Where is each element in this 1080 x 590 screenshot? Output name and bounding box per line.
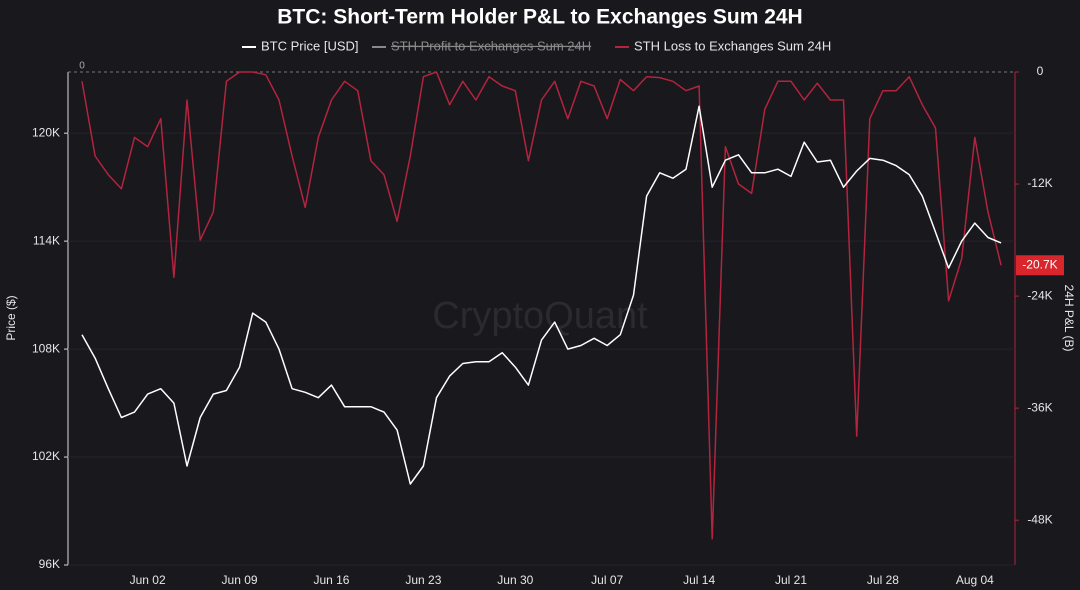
y-tick-label: 114K [33, 233, 60, 247]
x-tick-label: Jun 16 [313, 573, 349, 587]
x-tick-label: Jun 09 [222, 573, 258, 587]
series-line [81, 71, 1002, 540]
x-tick-label: Aug 04 [956, 573, 994, 587]
x-tick-label: Jul 28 [867, 573, 899, 587]
y2-tick-label: -36K [1027, 400, 1052, 414]
x-tick-label: Jun 23 [405, 573, 441, 587]
zero-label: 0 [79, 61, 85, 72]
chart-title: BTC: Short-Term Holder P&L to Exchanges … [277, 6, 802, 29]
watermark: CryptoQuant [432, 295, 648, 337]
y-tick-label: 120K [32, 125, 60, 139]
y-tick-label: 96K [39, 557, 60, 571]
y2-tick-label: -12K [1027, 176, 1052, 190]
x-tick-label: Jun 30 [497, 573, 533, 587]
y-axis-label: Price ($) [4, 295, 18, 340]
legend-label[interactable]: STH Loss to Exchanges Sum 24H [634, 38, 831, 53]
legend-label[interactable]: STH Profit to Exchanges Sum 24H [391, 38, 591, 53]
x-tick-label: Jun 02 [130, 573, 166, 587]
series-line [81, 105, 1002, 485]
x-tick-label: Jul 14 [683, 573, 715, 587]
x-tick-label: Jul 21 [775, 573, 807, 587]
y2-tick-label: -24K [1027, 288, 1052, 302]
y2-axis-label: 24H P&L (B) [1062, 285, 1076, 352]
y2-tick-label: 0 [1037, 64, 1044, 78]
y-tick-label: 108K [32, 341, 60, 355]
value-badge [1016, 255, 1064, 276]
x-tick-label: Jul 07 [591, 573, 623, 587]
value-label: -20.7K [1022, 257, 1057, 271]
legend-label[interactable]: BTC Price [USD] [261, 38, 359, 53]
y-tick-label: 102K [32, 449, 60, 463]
y2-tick-label: -48K [1027, 512, 1052, 526]
